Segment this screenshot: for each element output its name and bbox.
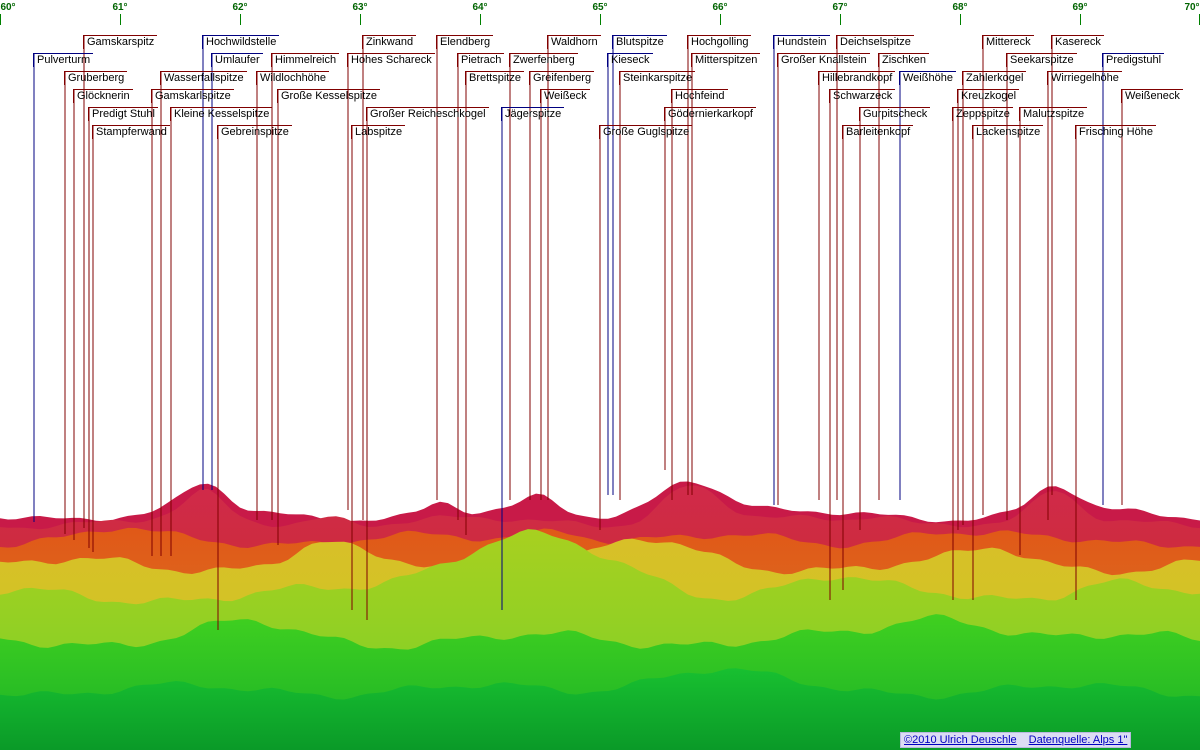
degree-label: 61° [112, 2, 128, 13]
peak-label: Weißeck [540, 89, 590, 103]
peak-label: Kreuzkogel [957, 89, 1020, 103]
peak-label: Wirriegelhöhe [1047, 71, 1122, 85]
peak-label: Waldhorn [547, 35, 601, 49]
peak-label: Himmelreich [271, 53, 340, 67]
peak-label: Zinkwand [362, 35, 417, 49]
peak-label: Große Kesselspitze [277, 89, 380, 103]
peak-label: Mitterspitzen [691, 53, 761, 67]
peak-label: Malutzspitze [1019, 107, 1088, 121]
peak-label: Stampferwand [92, 125, 170, 139]
degree-tick [480, 14, 481, 25]
degree-tick [0, 14, 1, 25]
degree-tick [840, 14, 841, 25]
copyright-link[interactable]: ©2010 Ulrich Deuschle [904, 734, 1017, 746]
peak-label: Gamskarspitz [83, 35, 158, 49]
peak-label: Brettspitze [465, 71, 524, 85]
degree-tick [240, 14, 241, 25]
peak-label: Hochfeind [671, 89, 728, 103]
peak-label: Gebreinspitze [217, 125, 292, 139]
peak-label: Großer Knallstein [777, 53, 870, 67]
degree-label: 66° [712, 2, 728, 13]
degree-label: 64° [472, 2, 488, 13]
peak-label: Weißeneck [1121, 89, 1183, 103]
peak-label: Jägerspitze [501, 107, 565, 121]
degree-label: 60° [0, 2, 16, 13]
peak-label: Barleitenkopf [842, 125, 914, 139]
peak-label: Deichselspitze [836, 35, 914, 49]
degree-label: 67° [832, 2, 848, 13]
data-source-link[interactable]: Datenquelle: Alps 1" [1028, 734, 1128, 746]
peak-label: Labspitze [351, 125, 406, 139]
peak-label: Greifenberg [529, 71, 595, 85]
peak-label: Zwerfenberg [509, 53, 578, 67]
terrain-layers [0, 481, 1200, 750]
peak-label: Glöcknerin [73, 89, 133, 103]
degree-tick [360, 14, 361, 25]
peak-label: Gruberberg [64, 71, 128, 85]
peak-label: Frisching Höhe [1075, 125, 1156, 139]
peak-label: Großer Reicheschkogel [366, 107, 489, 121]
peak-label: Weißhöhe [899, 71, 956, 85]
peak-label: Gurpitscheck [859, 107, 931, 121]
degree-label: 65° [592, 2, 608, 13]
degree-tick [120, 14, 121, 25]
peak-label: Hohes Schareck [347, 53, 435, 67]
peak-label: Umlaufer [211, 53, 263, 67]
peak-label: Predigt Stuhl [88, 107, 158, 121]
peak-label: Steinkarspitze [619, 71, 696, 85]
peak-label: Zeppspitze [952, 107, 1013, 121]
peak-label: Kleine Kesselspitze [170, 107, 273, 121]
peak-label: Hillebrandkopf [818, 71, 896, 85]
peak-label: Mittereck [982, 35, 1034, 49]
peak-label: Hundstein [773, 35, 830, 49]
peak-label: Gödernierkarkopf [664, 107, 756, 121]
peak-label: Wildlochhöhe [256, 71, 330, 85]
peak-label: Kasereck [1051, 35, 1104, 49]
peak-label: Zahlerkogel [962, 71, 1027, 85]
peak-label: Kieseck [607, 53, 653, 67]
degree-tick [720, 14, 721, 25]
peak-label: Seekarspitze [1006, 53, 1077, 67]
degree-tick [1080, 14, 1081, 25]
peak-label: Wasserfallspitze [160, 71, 247, 85]
degree-label: 69° [1072, 2, 1088, 13]
peak-label: Pulverturm [33, 53, 94, 67]
peak-label: Hochgolling [687, 35, 752, 49]
peak-label: Schwarzeck [829, 89, 896, 103]
degree-label: 68° [952, 2, 968, 13]
credit-box: ©2010 Ulrich Deuschle Datenquelle: Alps 1… [900, 732, 1132, 748]
peak-label: Elendberg [436, 35, 494, 49]
degree-label: 62° [232, 2, 248, 13]
degree-tick [960, 14, 961, 25]
peak-label: Predigstuhl [1102, 53, 1165, 67]
peak-label: Zischken [878, 53, 930, 67]
ridge-deep-green [0, 668, 1200, 750]
peak-label: Große Guglspitze [599, 125, 693, 139]
peak-label: Pietrach [457, 53, 505, 67]
peak-label: Hochwildstelle [202, 35, 280, 49]
degree-label: 70° [1184, 2, 1200, 13]
peak-label: Lackenspitze [972, 125, 1044, 139]
peak-label: Gamskarlspitze [151, 89, 234, 103]
peak-label: Blutspitze [612, 35, 667, 49]
degree-scale: 60° 61° 62° 63° 64° 65° 66° 67° 68° 69° 70° [0, 0, 1200, 28]
degree-label: 63° [352, 2, 368, 13]
degree-tick [600, 14, 601, 25]
